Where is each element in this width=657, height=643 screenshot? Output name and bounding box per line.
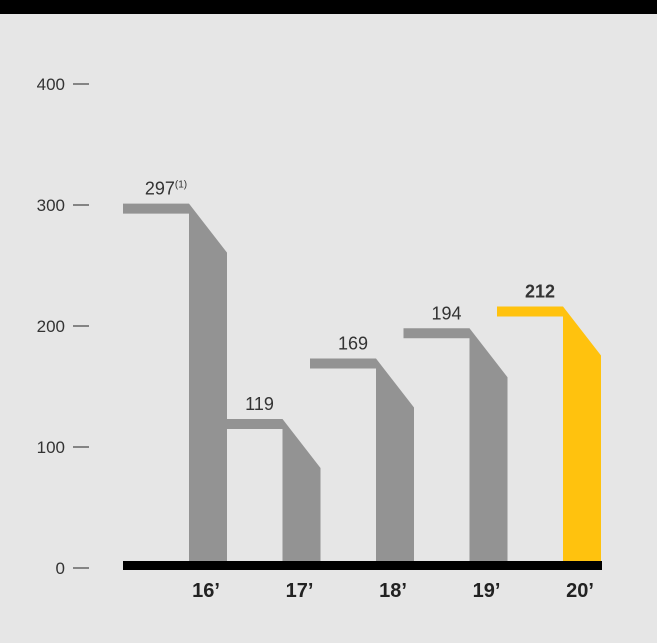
value-label: 212 <box>525 281 555 301</box>
value-label: 119 <box>245 394 274 414</box>
footnote-mark: (1) <box>175 180 187 191</box>
y-axis: 0 100 200 300 400 <box>37 75 89 578</box>
x-category-label: 16’ <box>192 580 220 602</box>
value-label: 297(1) <box>145 179 187 199</box>
x-category-label: 20’ <box>566 580 594 602</box>
y-tick-label: 400 <box>37 75 65 94</box>
y-tick-label: 200 <box>37 317 65 336</box>
bar-16 <box>123 203 227 568</box>
y-tick-label: 300 <box>37 196 65 215</box>
bar-20 <box>497 306 601 568</box>
value-label: 194 <box>431 303 461 323</box>
bar-19 <box>403 328 508 568</box>
baseline <box>123 561 602 570</box>
x-category-label: 17’ <box>286 580 314 602</box>
y-tick-label: 0 <box>56 559 65 578</box>
top-bar <box>0 0 657 14</box>
x-category-label: 18’ <box>379 580 407 602</box>
value-label: 169 <box>338 334 368 354</box>
bar-18 <box>310 358 414 568</box>
bars: 297(1) 119 169 194 212 <box>123 179 601 568</box>
x-category-label: 19’ <box>473 580 501 602</box>
bar-17 <box>216 419 321 568</box>
y-tick-label: 100 <box>37 438 65 457</box>
x-axis: 16’ 17’ 18’ 19’ 20’ <box>123 561 602 602</box>
